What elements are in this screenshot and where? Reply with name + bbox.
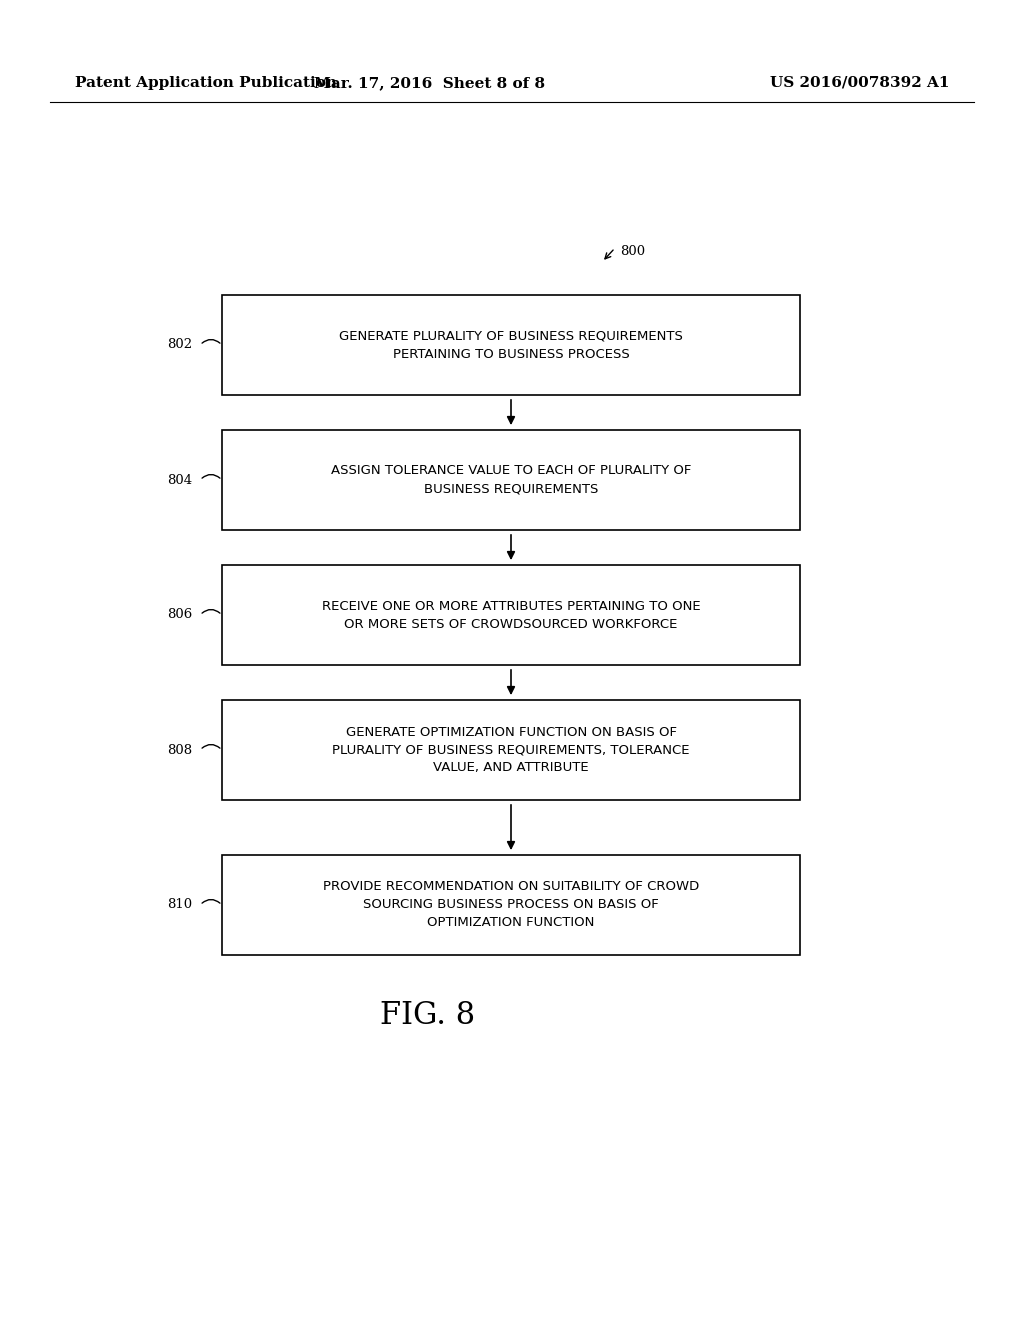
Text: 802: 802 [167,338,193,351]
Text: RECEIVE ONE OR MORE ATTRIBUTES PERTAINING TO ONE
OR MORE SETS OF CROWDSOURCED WO: RECEIVE ONE OR MORE ATTRIBUTES PERTAININ… [322,599,700,631]
Text: FIG. 8: FIG. 8 [381,999,475,1031]
Text: 808: 808 [167,743,193,756]
Text: 800: 800 [620,246,645,257]
Bar [222,855,800,954]
Text: US 2016/0078392 A1: US 2016/0078392 A1 [770,77,950,90]
Text: GENERATE OPTIMIZATION FUNCTION ON BASIS OF
PLURALITY OF BUSINESS REQUIREMENTS, T: GENERATE OPTIMIZATION FUNCTION ON BASIS … [332,726,690,775]
Bar [222,430,800,531]
Text: Mar. 17, 2016  Sheet 8 of 8: Mar. 17, 2016 Sheet 8 of 8 [314,77,546,90]
Text: Patent Application Publication: Patent Application Publication [75,77,337,90]
Bar [222,700,800,800]
Text: PROVIDE RECOMMENDATION ON SUITABILITY OF CROWD
SOURCING BUSINESS PROCESS ON BASI: PROVIDE RECOMMENDATION ON SUITABILITY OF… [323,880,699,929]
Text: ASSIGN TOLERANCE VALUE TO EACH OF PLURALITY OF
BUSINESS REQUIREMENTS: ASSIGN TOLERANCE VALUE TO EACH OF PLURAL… [331,465,691,495]
Text: 810: 810 [167,899,193,912]
Bar [222,565,800,665]
Text: GENERATE PLURALITY OF BUSINESS REQUIREMENTS
PERTAINING TO BUSINESS PROCESS: GENERATE PLURALITY OF BUSINESS REQUIREME… [339,330,683,360]
Bar [222,294,800,395]
Text: 804: 804 [167,474,193,487]
Text: 806: 806 [167,609,193,622]
